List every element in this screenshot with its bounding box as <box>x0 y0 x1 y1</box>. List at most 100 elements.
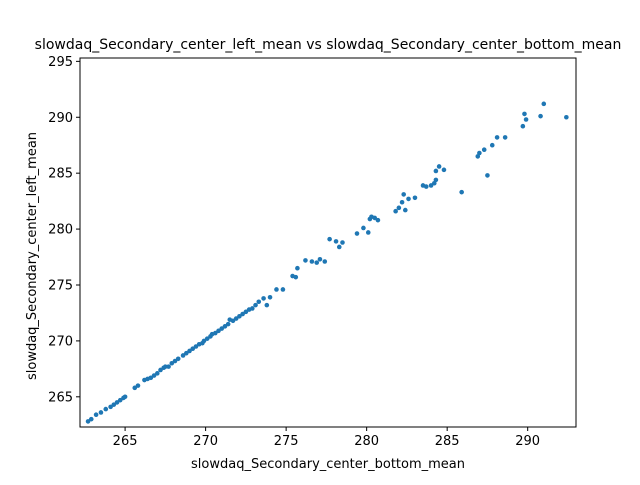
y-tick-label: 270 <box>48 334 73 349</box>
scatter-point <box>354 231 360 236</box>
scatter-point <box>114 400 120 405</box>
scatter-point <box>274 287 279 292</box>
scatter-point <box>256 299 262 305</box>
scatter-point <box>212 330 218 336</box>
scatter-point <box>295 265 300 271</box>
x-tick-label: 270 <box>193 434 218 449</box>
scatter-point <box>333 239 339 244</box>
plot-frame <box>79 57 577 428</box>
scatter-point <box>327 236 332 242</box>
scatter-point <box>166 364 171 369</box>
scatter-point <box>88 416 94 422</box>
x-tick-label: 280 <box>354 434 379 449</box>
scatter-point <box>538 113 543 119</box>
scatter-point <box>494 135 500 140</box>
scatter-point <box>250 306 255 311</box>
scatter-point <box>403 207 408 213</box>
scatter-point <box>433 168 439 174</box>
scatter-point <box>372 215 378 221</box>
scatter-point <box>117 397 123 403</box>
scatter-point <box>477 150 482 156</box>
scatter-point <box>459 189 464 195</box>
scatter-point <box>280 287 286 292</box>
x-tick-label: 285 <box>435 434 460 449</box>
scatter-point <box>219 326 225 331</box>
scatter-point <box>485 173 490 178</box>
axes-layer: 265 270 275 280 285 290 265 270 275 280 285 290 295 <box>48 55 577 449</box>
scatter-point <box>423 184 429 189</box>
scatter-point <box>233 316 239 321</box>
scatter-point <box>253 302 258 308</box>
scatter-point <box>158 367 163 373</box>
scatter-point <box>523 117 529 122</box>
scatter-point <box>172 358 178 364</box>
y-tick-label: 280 <box>48 223 73 238</box>
scatter-point <box>267 294 273 300</box>
scatter-point <box>399 199 405 205</box>
y-tick-label: 275 <box>48 278 73 293</box>
scatter-point <box>322 259 328 264</box>
y-tick-label: 285 <box>48 167 73 182</box>
chart-title: slowdaq_Secondary_center_left_mean vs sl… <box>35 37 622 53</box>
scatter-point <box>375 217 381 223</box>
scatter-point <box>261 296 266 301</box>
scatter-point <box>132 385 138 391</box>
scatter-point <box>225 321 231 327</box>
scatter-point <box>441 167 447 173</box>
scatter-point <box>216 328 221 334</box>
scatter-point <box>204 336 210 341</box>
scatter-point <box>240 311 245 317</box>
y-tick-label: 295 <box>48 55 73 70</box>
scatter-point <box>489 142 495 148</box>
scatter-point <box>401 192 406 197</box>
scatter-point <box>183 350 189 356</box>
scatter-point <box>108 404 113 410</box>
scatter-point <box>122 394 128 400</box>
scatter-point <box>317 256 323 262</box>
scatter-point <box>340 240 345 245</box>
scatter-point <box>361 225 366 231</box>
marks-layer <box>85 101 569 424</box>
scatter-point <box>433 177 439 183</box>
scatter-point <box>303 258 308 263</box>
x-tick-label: 290 <box>515 434 540 449</box>
scatter-point <box>169 360 175 366</box>
scatter-point <box>193 344 199 349</box>
scatter-point <box>230 318 236 324</box>
scatter-point <box>243 309 249 315</box>
scatter-point <box>180 353 186 358</box>
y-tick-label: 290 <box>48 111 73 126</box>
scatter-point <box>187 348 192 354</box>
scatter-point <box>237 314 242 319</box>
scatter-point <box>103 406 109 412</box>
scatter-point <box>98 410 104 415</box>
scatter-point <box>151 373 157 378</box>
scatter-point <box>93 412 99 418</box>
scatter-point <box>428 183 434 188</box>
scatter-point <box>264 302 270 308</box>
scatter-point <box>365 230 371 235</box>
scatter-point <box>111 402 117 407</box>
scatter-point <box>396 205 402 211</box>
scatter-point <box>436 164 442 169</box>
scatter-point <box>148 375 154 381</box>
x-tick-label: 275 <box>274 434 299 449</box>
scatter-point <box>564 114 569 120</box>
scatter-point <box>502 135 508 140</box>
scatter-point <box>85 419 91 424</box>
scatter-point <box>393 208 398 214</box>
y-tick-label: 265 <box>48 390 73 405</box>
y-axis-label: slowdaq_Secondary_center_left_mean <box>25 132 40 380</box>
scatter-point <box>293 274 299 280</box>
scatter-point <box>336 244 342 250</box>
scatter-point <box>163 364 168 369</box>
scatter-point <box>481 147 487 152</box>
scatter-point <box>522 111 527 117</box>
scatter-point <box>222 324 228 329</box>
scatter-point <box>190 346 196 352</box>
x-tick-label: 265 <box>113 434 138 449</box>
scatter-point <box>520 123 526 129</box>
scatter-point <box>309 259 315 264</box>
scatter-point <box>412 195 418 201</box>
